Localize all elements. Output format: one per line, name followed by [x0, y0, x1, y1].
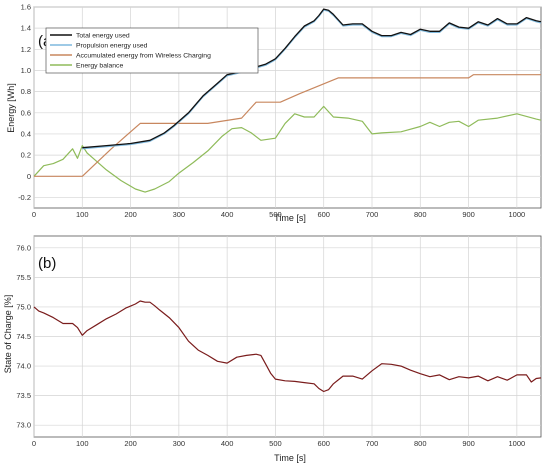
y-tick-label: 75.0: [16, 302, 31, 311]
y-tick-label: 75.5: [16, 273, 31, 282]
series-line-energy-balance: [33, 105, 542, 193]
legend-entry: Total energy used: [76, 33, 130, 40]
y-tick-labels-b: 73.0 73.5 74.0 74.5 75.0 75.5 76.0: [16, 243, 31, 429]
x-tick-label: 600: [317, 210, 330, 219]
y-tick-label: 74.0: [16, 362, 31, 371]
y-tick-label: 0.6: [21, 108, 31, 117]
y-tick-label: 0.4: [21, 129, 31, 138]
x-tick-label: 1000: [509, 439, 526, 448]
legend-entry: Propulsion energy used: [76, 43, 148, 50]
x-tick-labels-b: 0 100 200 300 400 500 600 700 800 900 1000: [32, 439, 525, 448]
y-tick-label: 1.4: [21, 24, 31, 33]
grid-b: [33, 236, 541, 437]
x-tick-label: 200: [124, 210, 137, 219]
y-tick-label: 74.5: [16, 332, 31, 341]
x-axis-label-b: Time [s]: [274, 453, 306, 463]
x-tick-label: 100: [76, 210, 89, 219]
y-tick-label: 1.6: [21, 3, 31, 12]
x-tick-label: 0: [32, 210, 36, 219]
series-line-soc: [33, 300, 542, 393]
legend-box-a: [45, 27, 259, 74]
x-tick-label: 100: [76, 439, 89, 448]
series-line-total-energy-used: [82, 8, 542, 149]
y-tick-label: 73.5: [16, 391, 31, 400]
panel-label-b: (b): [38, 255, 56, 272]
legend-entry: Energy balance: [76, 63, 123, 70]
y-tick-label: 1.2: [21, 45, 31, 54]
y-axis-label-a: Energy [Wh]: [6, 83, 16, 133]
y-tick-labels-a: -0.2 0 0.2 0.4 0.6 0.8 1.0 1.2 1.4 1.6: [18, 3, 31, 202]
x-tick-label: 900: [462, 210, 475, 219]
x-tick-label: 500: [269, 439, 282, 448]
x-tick-label: 800: [414, 439, 427, 448]
legend-a: Total energy used Propulsion energy used A…: [45, 27, 259, 74]
series-line-accumulated-energy-from-wireless-charging: [34, 74, 541, 177]
x-tick-label: 200: [124, 439, 137, 448]
x-tick-label: 300: [173, 439, 186, 448]
x-tick-labels-a: 0 100 200 300 400 500 600 700 800 900 1000: [32, 210, 525, 219]
energy-chart: 0 100 200 300 400 500 600 700 800 900 1000 -0.200.…: [6, 3, 542, 223]
y-tick-label: -0.2: [18, 193, 31, 202]
series-line-propulsion-energy-used: [82, 9, 542, 150]
series-group-a: [33, 8, 542, 193]
x-tick-label: 0: [32, 439, 36, 448]
x-tick-label: 1000: [509, 210, 526, 219]
y-tick-label: 76.0: [16, 243, 31, 252]
x-tick-label: 400: [221, 439, 234, 448]
x-tick-label: 800: [414, 210, 427, 219]
soc-chart: 0 100 200 300 400 500 600 700 800 900 1000 73.073.…: [3, 235, 542, 463]
series-group-b: [33, 300, 542, 393]
grid-a: [33, 6, 541, 208]
y-tick-label: 0.8: [21, 87, 31, 96]
x-tick-label: 900: [462, 439, 475, 448]
x-tick-label: 400: [221, 210, 234, 219]
x-tick-label: 600: [317, 439, 330, 448]
x-tick-label: 500: [269, 210, 282, 219]
y-axis-label-b: State of Charge [%]: [3, 295, 13, 374]
y-tick-label: 1.0: [21, 66, 31, 75]
x-axis-label-a: Time [s]: [274, 213, 306, 223]
x-tick-label: 700: [366, 439, 379, 448]
y-tick-label: 0.2: [21, 151, 31, 160]
legend-entry: Accumulated energy from Wireless Chargin…: [76, 53, 211, 60]
y-tick-label: 73.0: [16, 421, 31, 430]
y-tick-label: 0: [27, 172, 31, 181]
x-tick-label: 300: [173, 210, 186, 219]
x-tick-label: 700: [366, 210, 379, 219]
